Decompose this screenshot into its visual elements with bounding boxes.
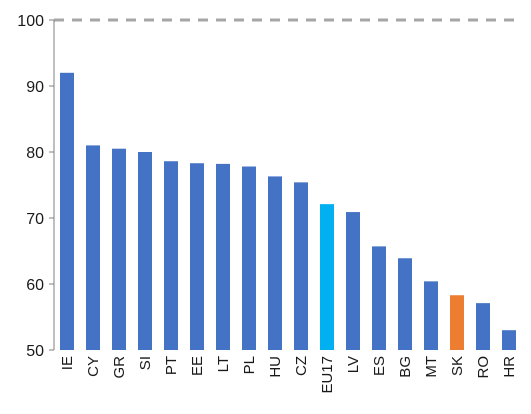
x-tick-label-hu: HU	[267, 356, 284, 378]
bar-pt	[164, 161, 178, 350]
bar-ie	[60, 72, 74, 351]
bar-pl	[242, 166, 256, 350]
y-tick-label: 60	[26, 277, 44, 294]
bar-cy	[86, 145, 100, 350]
x-tick-label-ro: RO	[475, 356, 492, 379]
bar-sk	[450, 295, 464, 350]
bar-mt	[424, 281, 438, 350]
x-tick-label-si: SI	[137, 356, 154, 370]
x-tick-label-hr: HR	[501, 356, 518, 378]
bar-eu17	[320, 204, 334, 350]
bars	[60, 72, 516, 351]
bar-ro	[476, 303, 490, 350]
bar-cz	[294, 182, 308, 350]
x-axis-labels: IE CY GR SI PT EE LT PL HU CZ EU17 LV ES BG MT SK RO HR	[59, 356, 518, 394]
y-tick-label: 50	[26, 343, 44, 360]
x-tick-label-sk: SK	[449, 356, 466, 376]
bar-gr	[112, 148, 126, 350]
y-tick-label: 100	[17, 13, 44, 30]
x-tick-label-ee: EE	[189, 356, 206, 376]
x-tick-label-es: ES	[371, 356, 388, 376]
x-tick-label-cz: CZ	[293, 356, 310, 376]
bar-es	[372, 246, 386, 350]
y-axis: 50 60 70 80 90 100	[17, 13, 55, 360]
x-tick-label-eu17: EU17	[319, 356, 336, 394]
x-tick-label-ie: IE	[59, 356, 76, 370]
bar-lt	[216, 163, 230, 350]
y-tick-label: 80	[26, 145, 44, 162]
bar-hu	[268, 176, 282, 350]
y-tick-label: 70	[26, 211, 44, 228]
bar-lv	[346, 212, 360, 350]
x-tick-label-lt: LT	[215, 356, 232, 372]
x-tick-label-lv: LV	[345, 356, 362, 373]
bar-bg	[398, 258, 412, 350]
bar-ee	[190, 163, 204, 350]
x-tick-label-bg: BG	[397, 356, 414, 378]
x-tick-label-cy: CY	[85, 356, 102, 377]
x-tick-label-pl: PL	[241, 356, 258, 374]
bar-hr	[502, 330, 516, 350]
y-tick-label: 90	[26, 79, 44, 96]
x-tick-label-pt: PT	[163, 356, 180, 375]
x-tick-label-mt: MT	[423, 356, 440, 378]
x-tick-label-gr: GR	[111, 356, 128, 379]
bar-si	[138, 152, 152, 350]
